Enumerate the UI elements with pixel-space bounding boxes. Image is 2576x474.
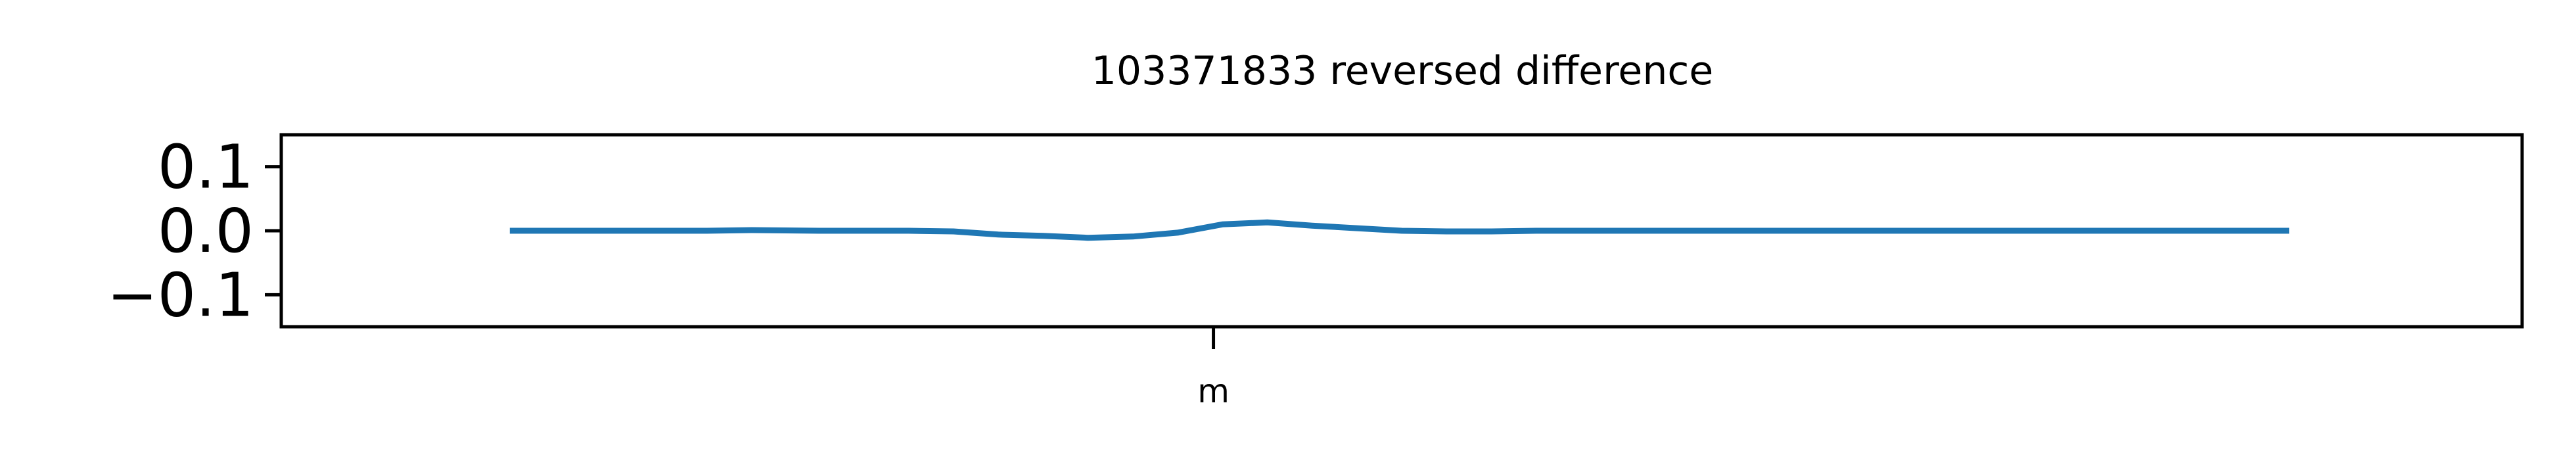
y-tick-label: 0.0 [158,196,254,266]
y-tick-label: −0.1 [107,260,254,330]
plot-area [509,219,2289,241]
series-line-0 [509,219,2289,241]
y-tick-label: 0.1 [158,132,254,202]
x-tick-label: m [1197,372,1230,410]
axis-ticks: 0.10.0−0.1 m [107,132,1230,410]
chart-title: 103371833 reversed difference [1092,48,1714,94]
